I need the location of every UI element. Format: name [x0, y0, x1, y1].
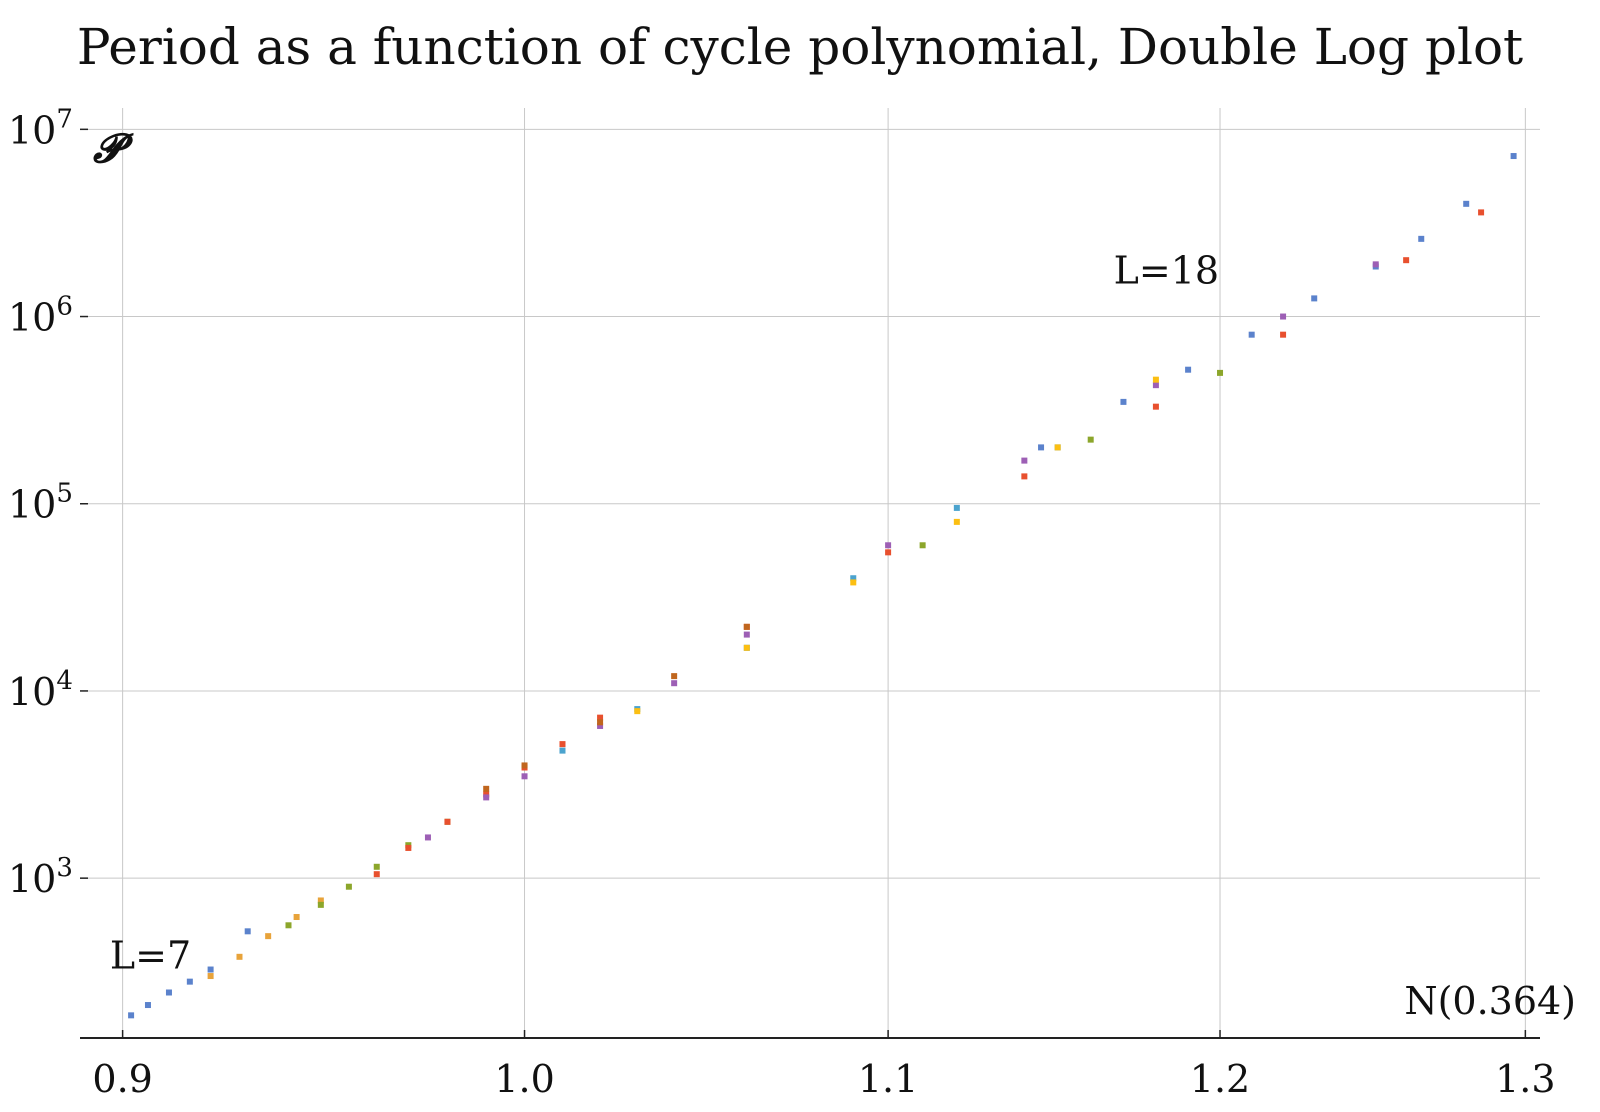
x-tick-label: 0.9 — [92, 1057, 152, 1101]
data-point — [634, 708, 641, 715]
data-point — [1280, 313, 1287, 320]
x-tick-label: 1.1 — [858, 1057, 918, 1101]
data-point — [1021, 457, 1028, 464]
data-points — [128, 153, 1517, 1019]
data-point — [1217, 369, 1224, 376]
data-point — [1021, 473, 1028, 480]
data-point — [345, 883, 352, 890]
data-point — [1152, 376, 1159, 383]
data-point — [144, 1002, 151, 1009]
data-point — [373, 871, 380, 878]
data-point — [444, 818, 451, 825]
data-point — [1280, 331, 1287, 338]
annotation-label: L=7 — [110, 933, 191, 977]
data-point — [317, 901, 324, 908]
x-tick-label: 1.0 — [494, 1057, 554, 1101]
data-point — [597, 714, 604, 721]
data-point — [293, 914, 300, 921]
y-tick-label: 107 — [8, 104, 73, 152]
data-point — [186, 978, 193, 985]
data-point — [483, 785, 490, 792]
grid-lines — [80, 108, 1540, 1038]
axes — [80, 128, 1540, 1039]
data-point — [265, 933, 272, 940]
chart-title: Period as a function of cycle polynomial… — [76, 18, 1524, 76]
data-point — [671, 680, 678, 687]
y-axis-label: 𝓟 — [93, 125, 134, 172]
x-axis-label: N(0.364) — [1404, 979, 1576, 1023]
data-point — [244, 928, 251, 935]
data-point — [1054, 444, 1061, 451]
data-point — [405, 844, 412, 851]
data-point — [1120, 398, 1127, 405]
data-point — [1311, 295, 1318, 302]
data-point — [885, 549, 892, 556]
annotation-label: L=18 — [1114, 249, 1219, 293]
data-point — [1478, 209, 1485, 216]
data-point — [207, 966, 214, 973]
data-point — [1372, 261, 1379, 268]
y-tick-label: 103 — [8, 853, 73, 901]
x-tick-label: 1.2 — [1190, 1057, 1250, 1101]
data-point — [1510, 153, 1517, 160]
tick-labels: 0.9 1.0 1.1 1.2 1.3 103 104 105 106 107 — [8, 104, 1556, 1101]
data-point — [521, 762, 528, 769]
data-point — [1152, 403, 1159, 410]
data-point — [483, 794, 490, 801]
data-point — [521, 773, 528, 780]
annotations: 𝓟 N(0.364) L=7 L=18 — [93, 125, 1576, 1023]
data-point — [424, 834, 431, 841]
data-point — [953, 518, 960, 525]
data-point — [1038, 444, 1045, 451]
data-point — [373, 863, 380, 870]
data-point — [236, 953, 243, 960]
y-tick-label: 104 — [8, 666, 73, 714]
data-point — [1463, 200, 1470, 207]
data-point — [1248, 331, 1255, 338]
data-point — [317, 897, 324, 904]
data-point — [671, 673, 678, 680]
data-point — [743, 631, 750, 638]
data-point — [1418, 235, 1425, 242]
data-point — [1152, 382, 1159, 389]
data-point — [919, 542, 926, 549]
data-point — [953, 504, 960, 511]
data-point — [1185, 366, 1192, 373]
data-point — [165, 989, 172, 996]
x-tick-label: 1.3 — [1495, 1057, 1555, 1101]
data-point — [1403, 257, 1410, 264]
data-point — [1087, 436, 1094, 443]
data-point — [559, 741, 566, 748]
data-point — [743, 623, 750, 630]
data-point — [128, 1012, 135, 1019]
data-point — [885, 542, 892, 549]
data-point — [559, 747, 566, 754]
data-point — [285, 922, 292, 929]
y-tick-label: 105 — [8, 479, 73, 527]
data-point — [597, 719, 604, 726]
data-point — [743, 644, 750, 651]
data-point — [850, 579, 857, 586]
y-tick-label: 106 — [8, 292, 73, 340]
data-point — [207, 973, 214, 980]
data-point — [597, 722, 604, 729]
data-point — [850, 575, 857, 582]
